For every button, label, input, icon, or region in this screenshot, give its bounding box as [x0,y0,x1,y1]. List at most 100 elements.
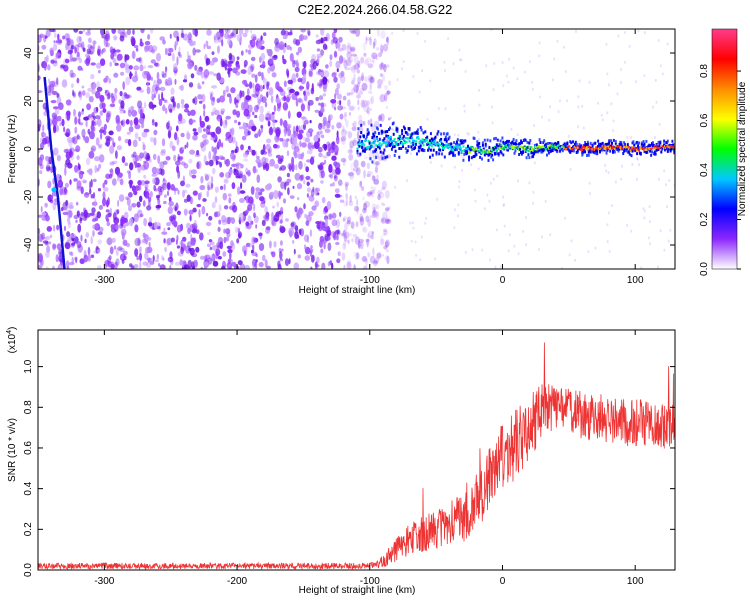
noise-blob [303,90,306,96]
noise-blob [94,156,100,162]
noise-blob [250,39,256,48]
colorbar: 0.00.20.40.60.8 Normalized spectral ampl… [699,28,748,276]
noise-blob [245,83,250,88]
noise-blob [301,142,307,148]
noise-blob [346,51,352,60]
signal-core [468,150,471,154]
noise-blob [352,65,356,71]
noise-blob [377,193,381,201]
noise-blob [223,183,226,191]
noise-blob [369,255,376,264]
signal-halo [363,149,366,153]
noise-blob [360,75,364,82]
snr-series-line [38,342,675,570]
noise-blob [177,156,184,160]
signal-core [364,139,367,142]
noise-blob [121,29,126,35]
noise-blob [167,190,169,196]
noise-blob [201,205,206,215]
noise-blob [369,36,372,46]
noise-blob [153,137,157,146]
noise-blob [133,117,139,126]
noise-blob [255,190,260,200]
noise-blob [208,151,212,160]
signal-core [386,141,389,144]
faint-blob [654,78,657,82]
noise-blob [94,164,98,174]
signal-halo [378,146,381,150]
signal-halo [475,153,478,156]
signal-core [363,143,365,146]
snr-y-ticks: 0.00.20.40.60.81.0 [23,359,675,577]
noise-blob [277,260,281,268]
noise-blob [340,136,345,142]
noise-blob [134,132,139,140]
noise-blob [338,72,344,78]
noise-blob [224,32,230,40]
noise-blob [349,46,356,52]
noise-blob [315,96,320,102]
noise-blob [230,240,234,247]
noise-blob [96,167,100,172]
noise-blob [89,212,95,216]
noise-blob [79,217,83,221]
noise-blob [388,80,392,86]
signal-core [416,135,419,139]
noise-blob [115,258,120,266]
noise-blob [308,142,314,151]
signal-halo [411,132,414,136]
noise-blob [232,205,238,213]
noise-blob [72,89,75,97]
noise-blob [269,147,272,154]
noise-blob [69,49,74,54]
noise-blob [297,77,303,83]
signal-core [404,136,407,140]
noise-blob [128,65,133,70]
signal-halo [436,132,439,136]
noise-blob [299,84,302,92]
noise-blob [290,222,295,227]
signal-halo [532,155,535,158]
noise-blob [144,191,150,199]
noise-blob [185,222,191,229]
signal-core [374,139,377,142]
noise-blob [363,156,368,160]
noise-blob [336,93,342,100]
noise-blob [338,179,343,186]
noise-blob [139,57,143,65]
noise-blob [57,102,64,110]
noise-blob [370,95,375,105]
noise-blob [57,33,60,40]
noise-blob [43,132,47,137]
faint-blob [661,72,664,76]
noise-blob [276,130,280,140]
noise-blob [143,65,147,69]
noise-blob [231,182,236,190]
noise-blob [97,231,103,235]
faint-blob [444,69,446,72]
noise-blob [260,124,264,133]
noise-blob [347,56,354,63]
noise-blob [334,193,341,198]
noise-blob [215,248,221,257]
noise-blob [74,256,78,261]
noise-blob [156,253,159,260]
noise-blob [44,136,50,144]
noise-blob [256,169,258,174]
noise-blob [134,224,139,233]
noise-blob [128,73,133,77]
faint-blob [409,221,412,225]
noise-blob [66,217,71,223]
noise-blob [196,149,200,156]
noise-blob [99,94,105,103]
signal-halo [450,142,453,146]
noise-blob [352,233,357,238]
faint-blob [581,104,584,108]
signal-halo [618,147,621,151]
faint-blob [507,80,510,84]
noise-blob [44,35,48,39]
noise-blob [245,167,249,175]
noise-blob [241,101,245,111]
noise-blob [308,195,315,202]
noise-blob [277,176,282,183]
